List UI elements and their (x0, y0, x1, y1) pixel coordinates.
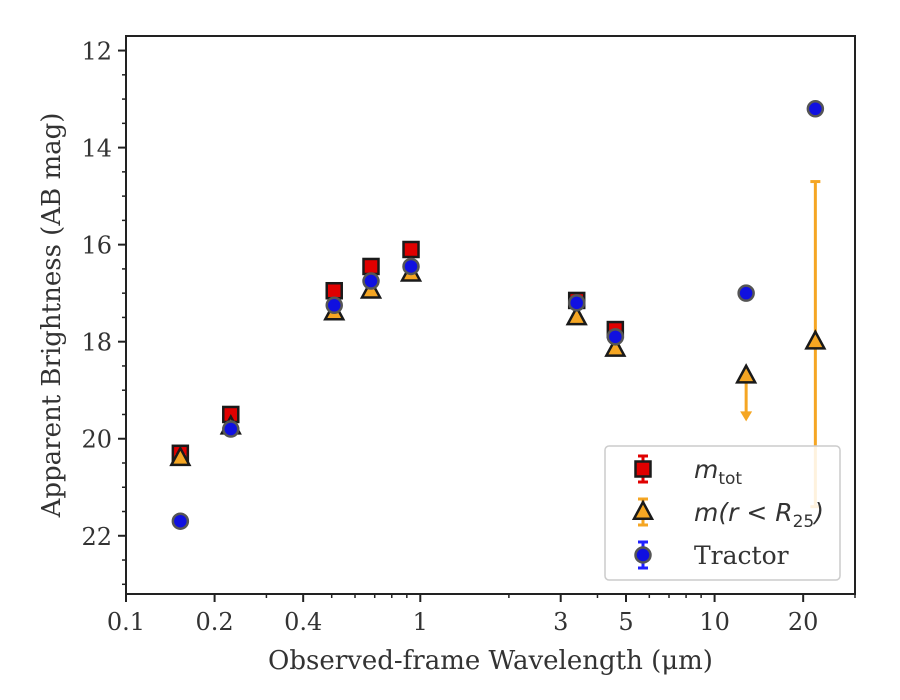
y-tick-label: 18 (81, 329, 112, 357)
x-axis-label: Observed-frame Wavelength (μm) (268, 646, 713, 676)
x-tick-label: 5 (618, 608, 633, 636)
data-point (362, 272, 380, 290)
x-tick-label: 1 (413, 608, 428, 636)
x-tick-label: 3 (553, 608, 568, 636)
y-tick-label: 20 (81, 426, 112, 454)
x-tick-label: 10 (699, 608, 730, 636)
y-axis-label: Apparent Brightness (AB mag) (37, 113, 67, 519)
y-tick-label: 14 (81, 135, 112, 163)
upper-limit-arrow (740, 411, 753, 422)
plot-frame (125, 35, 856, 595)
data-point (402, 240, 420, 259)
x-tick-label: 0.1 (107, 608, 145, 636)
data-point (325, 281, 343, 300)
data-point (604, 336, 627, 357)
legend-box (604, 445, 841, 581)
data-point (735, 363, 758, 384)
legend-label: Tractor (694, 541, 789, 570)
x-tick-label: 0.2 (196, 608, 234, 636)
data-point (222, 420, 240, 438)
y-tick-label: 16 (81, 232, 112, 260)
legend-marker (634, 546, 652, 564)
axis-ticks: 0.1 0.2 0.4 1 3 5 10 20 12 14 16 18 20 22 (81, 38, 856, 636)
legend-label: m(r < R25) (694, 498, 824, 532)
legend-marker (631, 499, 655, 520)
data-point (402, 257, 420, 276)
data-point (567, 294, 586, 312)
series-square (171, 240, 625, 463)
data-point (804, 329, 827, 350)
y-tick-label: 12 (81, 38, 112, 66)
data-point (806, 100, 825, 118)
legend-marker (634, 460, 652, 478)
chart-series (169, 100, 827, 530)
data-point (325, 296, 343, 315)
data-point (737, 284, 755, 302)
data-point (606, 328, 625, 346)
data-point (169, 445, 192, 467)
x-tick-label: 0.4 (284, 608, 322, 636)
data-point (362, 257, 380, 276)
y-tick-label: 22 (81, 523, 112, 551)
legend: mtot m(r < R25) Tractor (604, 445, 841, 581)
data-point (171, 512, 190, 530)
legend-label: mtot (694, 455, 742, 489)
x-tick-label: 20 (788, 608, 819, 636)
data-point (565, 304, 588, 326)
series-circle (171, 100, 825, 530)
